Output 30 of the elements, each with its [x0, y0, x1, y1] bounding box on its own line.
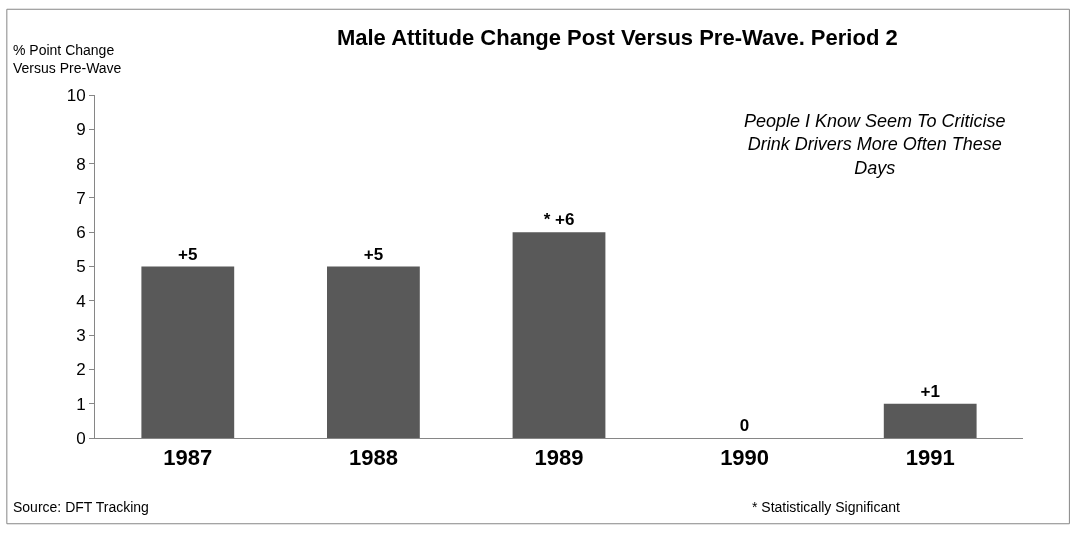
x-tick-label: 1991: [905, 445, 955, 471]
y-tick-label: 1: [76, 394, 86, 414]
annotation: People I Know Seem To Criticise Drink Drivers More Often These Days: [744, 111, 1006, 178]
data-label: +5: [363, 244, 384, 264]
x-tick-label: 1989: [534, 445, 584, 471]
y-tick-label: 0: [76, 428, 86, 448]
data-label: +5: [178, 244, 198, 264]
bar: [512, 232, 606, 438]
y-tick-label: 6: [76, 223, 86, 243]
y-axis-title: % Point Change Versus Pre-Wave: [13, 42, 122, 77]
bar: [883, 403, 977, 438]
y-tick-label: 2: [76, 360, 86, 380]
bar: [141, 266, 235, 438]
chart-title: Male Attitude Change Post Versus Pre-Wave. Period 2: [336, 25, 898, 51]
y-tick-label: 10: [66, 85, 86, 105]
x-tick-label: 1987: [163, 445, 213, 471]
data-label: 0: [739, 416, 750, 435]
y-tick-label: 7: [76, 188, 86, 208]
y-tick-label: 9: [76, 120, 86, 140]
x-tick-label: 1988: [348, 445, 398, 471]
source-note: Source: DFT Tracking: [13, 499, 149, 515]
y-tick-label: 5: [76, 257, 86, 277]
text: * Statistically Significant: [752, 499, 900, 515]
y-tick-label: 4: [76, 291, 86, 311]
x-tick-label: 1990: [720, 445, 770, 471]
data-label: * +6: [543, 210, 575, 230]
y-tick-label: 3: [76, 326, 86, 346]
y-tick-label: 8: [76, 154, 86, 174]
bar: [327, 266, 420, 438]
data-label: +1: [920, 381, 940, 401]
